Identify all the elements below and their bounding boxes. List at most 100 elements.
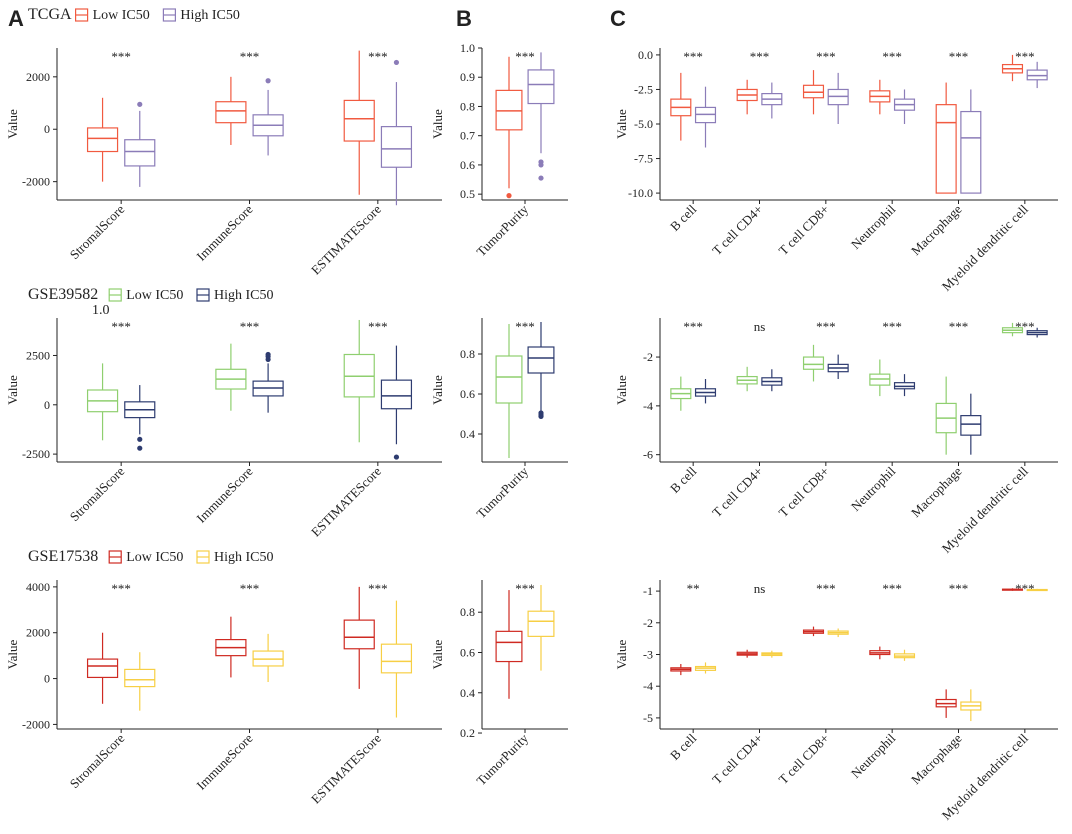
- box-body: [380, 379, 413, 410]
- significance-label: **: [687, 581, 700, 596]
- significance-label: ***: [240, 49, 260, 64]
- box-high-ic50: [761, 82, 783, 119]
- significance-label: ***: [111, 581, 131, 596]
- y-tick-label: 4000: [26, 580, 50, 594]
- panel-a-row-2: 4000 2000 0 -2000 Value StromalScore *** Immune…: [5, 548, 442, 806]
- box-high-ic50: [960, 89, 982, 194]
- box-body: [86, 658, 119, 679]
- box-body: [802, 356, 825, 370]
- box-high-ic50: [124, 652, 156, 711]
- y-axis-title: Value: [430, 375, 445, 405]
- box-high-ic50: [527, 52, 555, 181]
- significance-label: ***: [750, 49, 770, 64]
- significance-label: ***: [111, 319, 131, 334]
- box-high-ic50: [1026, 327, 1048, 338]
- significance-label: ***: [240, 319, 260, 334]
- box-high-ic50: [761, 369, 783, 392]
- y-tick-label: -2.5: [634, 82, 653, 96]
- y-tick-label: 0.8: [460, 605, 475, 619]
- x-tick-label: ImmuneScore: [193, 201, 255, 263]
- box-low-ic50: [736, 366, 758, 392]
- panel-b-row-1: 0.8 0.6 0.4 Value TumorPurity ***: [430, 318, 568, 521]
- box-low-ic50: [215, 76, 247, 145]
- box-high-ic50: [527, 585, 555, 671]
- box-high-ic50: [827, 354, 849, 380]
- x-tick-label: TumorPurity: [473, 201, 531, 259]
- box-high-ic50: [960, 689, 982, 722]
- significance-label: ***: [368, 581, 388, 596]
- x-tick-label: ESTIMATEScore: [308, 463, 384, 539]
- outlier-point: [538, 175, 544, 181]
- x-tick-label: TumorPurity: [473, 730, 531, 788]
- y-tick-label: -7.5: [634, 152, 653, 166]
- box-high-ic50: [694, 379, 717, 404]
- box-low-ic50: [736, 79, 758, 115]
- box-low-ic50: [86, 632, 119, 704]
- panel-b-row-2: 0.8 0.6 0.4 0.2 Value TumorPurity ***: [430, 580, 568, 788]
- significance-label: ***: [368, 319, 388, 334]
- box-body: [527, 610, 555, 637]
- box-low-ic50: [495, 324, 523, 458]
- x-tick-label: StromalScore: [67, 730, 128, 791]
- box-body: [124, 139, 156, 167]
- box-body: [124, 668, 156, 688]
- box-low-ic50: [802, 70, 825, 115]
- box-low-ic50: [86, 363, 119, 441]
- x-tick-label: StromalScore: [67, 463, 128, 524]
- significance-label: ***: [683, 319, 703, 334]
- significance-label: ***: [816, 49, 836, 64]
- box-low-ic50: [935, 376, 957, 455]
- box-high-ic50: [380, 600, 413, 718]
- x-tick-label: T cell CD8+: [775, 464, 831, 520]
- box-low-ic50: [802, 344, 825, 382]
- box-body: [960, 110, 982, 194]
- box-low-ic50: [869, 646, 891, 660]
- y-tick-label: -6: [643, 448, 653, 462]
- y-axis-title: Value: [614, 109, 629, 139]
- y-tick-label: -2: [643, 616, 653, 630]
- x-tick-label: ESTIMATEScore: [308, 201, 384, 277]
- legend-low-label: Low IC50: [93, 8, 150, 23]
- box-low-ic50: [343, 50, 375, 195]
- y-axis-title: Value: [430, 639, 445, 669]
- x-tick-label: ImmuneScore: [193, 730, 255, 792]
- significance-label: ***: [368, 49, 388, 64]
- box-low-ic50: [869, 79, 891, 115]
- box-body: [527, 69, 555, 105]
- x-tick-label: Neutrophil: [848, 201, 899, 252]
- box-low-ic50: [495, 56, 523, 199]
- box-high-ic50: [893, 89, 916, 124]
- y-tick-label: 0: [44, 122, 50, 136]
- box-low-ic50: [869, 359, 891, 397]
- outlier-point: [538, 162, 544, 168]
- significance-label: ***: [882, 49, 902, 64]
- y-tick-label: -5: [643, 711, 653, 725]
- legend: GSE39582 Low IC50 High IC50: [28, 286, 274, 303]
- y-tick-label: -2000: [22, 175, 50, 189]
- significance-label: ***: [816, 581, 836, 596]
- x-tick-label: T cell CD8+: [775, 731, 831, 787]
- box-low-ic50: [343, 319, 375, 443]
- box-high-ic50: [960, 393, 982, 455]
- box-body: [495, 355, 523, 404]
- box-body: [527, 346, 555, 374]
- box-body: [960, 415, 982, 436]
- y-tick-label: 0.8: [460, 347, 475, 361]
- box-body: [935, 104, 957, 194]
- y-tick-label: 0.7: [460, 129, 475, 143]
- box-high-ic50: [827, 628, 849, 638]
- y-axis-title: Value: [5, 639, 20, 669]
- significance-label: ***: [882, 319, 902, 334]
- y-tick-label: 0.6: [460, 387, 475, 401]
- y-tick-label: 0.8: [460, 99, 475, 113]
- outlier-point: [265, 351, 271, 358]
- box-body: [380, 126, 413, 168]
- significance-label: ***: [111, 49, 131, 64]
- x-tick-label: T cell CD8+: [775, 202, 831, 258]
- outlier-point: [137, 436, 143, 442]
- significance-label: ***: [949, 581, 969, 596]
- x-tick-label: Macrophage: [908, 730, 965, 787]
- box-high-ic50: [380, 345, 413, 460]
- x-tick-label: B cell: [667, 201, 700, 234]
